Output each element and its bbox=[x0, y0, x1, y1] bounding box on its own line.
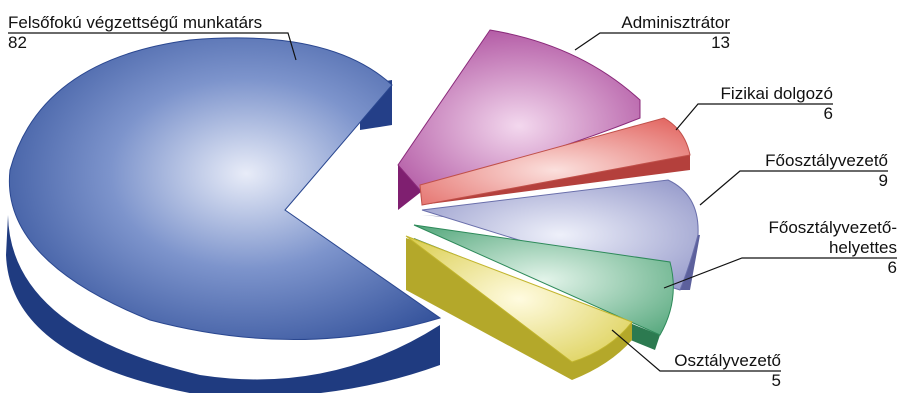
label-foosztalyvezeto-name: Főosztályvezető bbox=[765, 151, 888, 170]
slice-fizikai bbox=[419, 117, 691, 206]
leader-s0 bbox=[8, 32, 297, 61]
label-helyettes: Főosztályvezető- helyettes 6 bbox=[769, 218, 898, 278]
label-felsofoku-value: 82 bbox=[8, 33, 27, 52]
label-felsofoku: Felsőfokú végzettségű munkatárs 82 bbox=[8, 13, 262, 53]
slice-osztalyvezeto bbox=[405, 235, 633, 363]
label-fizikai-name: Fizikai dolgozó bbox=[720, 84, 833, 103]
label-fizikai: Fizikai dolgozó 6 bbox=[721, 84, 833, 124]
slice-felsofoku-side bbox=[6, 215, 440, 393]
label-osztalyvezeto-value: 5 bbox=[771, 371, 781, 390]
label-adminisztrator-name: Adminisztrátor bbox=[621, 13, 730, 32]
leader-s1 bbox=[574, 32, 730, 51]
label-osztalyvezeto-name: Osztályvezető bbox=[674, 351, 781, 370]
slice-felsofoku bbox=[8, 37, 442, 340]
leader-s3 bbox=[699, 170, 888, 206]
label-helyettes-name-2: helyettes bbox=[828, 238, 897, 257]
leader-s2 bbox=[675, 103, 833, 131]
label-osztalyvezeto: Osztályvezető 5 bbox=[674, 351, 781, 391]
label-foosztalyvezeto: Főosztályvezető 9 bbox=[765, 151, 888, 191]
label-foosztalyvezeto-value: 9 bbox=[878, 171, 888, 190]
label-helyettes-name-1: Főosztályvezető- bbox=[768, 218, 898, 237]
leader-s4 bbox=[663, 257, 897, 289]
label-adminisztrator: Adminisztrátor 13 bbox=[621, 13, 730, 53]
label-felsofoku-name: Felsőfokú végzettségű munkatárs bbox=[8, 13, 263, 32]
label-fizikai-value: 6 bbox=[823, 104, 833, 123]
label-helyettes-value: 6 bbox=[887, 258, 897, 277]
leader-lines bbox=[8, 32, 897, 372]
label-adminisztrator-value: 13 bbox=[711, 33, 730, 52]
slice-helyettes bbox=[413, 224, 674, 336]
leader-s5 bbox=[611, 329, 781, 372]
